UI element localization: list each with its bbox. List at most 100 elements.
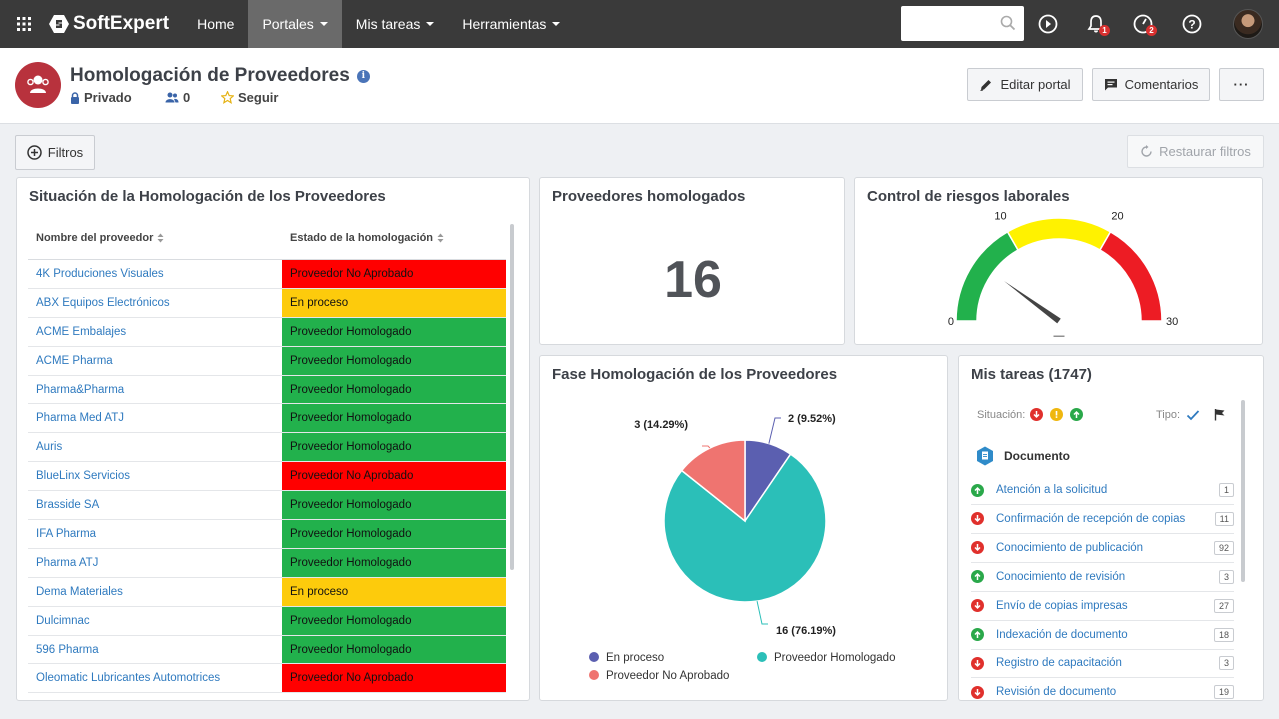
supplier-name-link[interactable]: ACME Pharma <box>36 354 113 367</box>
brand-name: SoftExpert <box>73 13 170 34</box>
nav-herramientas[interactable]: Herramientas <box>448 0 574 48</box>
follow-label: Seguir <box>238 90 279 105</box>
supplier-name-link[interactable]: Dema Materiales <box>36 585 123 598</box>
comments-button[interactable]: Comentarios <box>1092 68 1210 101</box>
supplier-name-link[interactable]: Pharma&Pharma <box>36 383 125 396</box>
task-row[interactable]: Envío de copias impresas 27 <box>971 592 1234 621</box>
task-label[interactable]: Envío de copias impresas <box>996 599 1128 612</box>
gauge-tick-label: 0 <box>948 316 954 328</box>
supplier-name-link[interactable]: BlueLinx Servicios <box>36 470 130 483</box>
task-row[interactable]: Revisión de documento 19 <box>971 678 1234 700</box>
table-row[interactable]: IFA Pharma Proveedor Homologado <box>28 520 506 549</box>
task-label[interactable]: Atención a la solicitud <box>996 484 1108 496</box>
table-row[interactable]: 4K Produciones Visuales Proveedor No Apro… <box>28 260 506 289</box>
edit-portal-button[interactable]: Editar portal <box>967 68 1083 101</box>
nav-home[interactable]: Home <box>183 0 248 48</box>
table-row[interactable]: ACME Embalajes Proveedor Homologado <box>28 317 506 347</box>
task-row[interactable]: Confirmación de recepción de copias 11 <box>971 505 1234 534</box>
table-row[interactable]: Pharma ATJ Proveedor Homologado <box>28 548 506 578</box>
table-row[interactable]: ACME Pharma Proveedor Homologado <box>28 346 506 376</box>
table-row[interactable]: Dema Materiales En proceso <box>28 577 506 607</box>
search-input[interactable] <box>907 6 1002 39</box>
clock-tasks-icon[interactable]: 2 <box>1131 12 1157 36</box>
legend-item[interactable]: Proveedor Homologado <box>774 652 895 664</box>
pie-slice-2[interactable] <box>680 439 746 523</box>
supplier-name-link[interactable]: 4K Produciones Visuales <box>36 267 164 280</box>
overdue-arrow-icon <box>971 512 984 526</box>
filters-label: Filtros <box>47 145 84 160</box>
search-icon[interactable] <box>1000 15 1016 31</box>
user-avatar[interactable] <box>1233 9 1263 39</box>
supplier-name-link[interactable]: Pharma ATJ <box>36 556 99 569</box>
task-row[interactable]: Conocimiento de revisión 3 <box>971 563 1234 592</box>
check-icon[interactable] <box>1186 409 1200 421</box>
on-time-filter-icon[interactable] <box>1070 408 1084 421</box>
supplier-name-link[interactable]: IFA Pharma <box>36 527 97 540</box>
privacy-status: Privado <box>70 90 132 105</box>
table-row[interactable]: BlueLinx Servicios Proveedor No Aprobado <box>28 462 506 492</box>
task-count-badge: 3 <box>1218 569 1234 584</box>
supplier-name-link[interactable]: Brasside SA <box>36 499 100 512</box>
nav-portales-label: Portales <box>262 16 314 32</box>
legend-marker <box>757 652 767 662</box>
suppliers-scrollbar[interactable] <box>510 224 514 570</box>
table-row[interactable]: Dulcimnac Proveedor Homologado <box>28 606 506 636</box>
tasks-scrollbar[interactable] <box>1241 400 1245 582</box>
on-time-arrow-icon <box>971 483 984 497</box>
warning-filter-icon[interactable] <box>1050 408 1064 421</box>
supplier-name-link[interactable]: Oleomatic Lubricantes Automotrices <box>36 672 221 685</box>
legend-marker <box>589 670 599 680</box>
task-label[interactable]: Revisión de documento <box>996 686 1117 699</box>
info-icon[interactable]: i <box>356 69 370 83</box>
table-row[interactable]: Brasside SA Proveedor Homologado <box>28 491 506 521</box>
more-options-button[interactable]: ··· <box>1219 68 1264 101</box>
table-row[interactable]: Pharma Med ATJ Proveedor Homologado <box>28 404 506 434</box>
col-header-status-label: Estado de la homologación <box>290 232 434 244</box>
nav-mis-tareas[interactable]: Mis tareas <box>342 0 449 48</box>
task-label[interactable]: Registro de capacitación <box>996 657 1122 670</box>
top-navbar: SoftExpert Home Portales Mis tareas Herr… <box>0 0 1279 48</box>
supplier-name-link[interactable]: Dulcimnac <box>36 614 90 627</box>
table-row[interactable]: Oleomatic Lubricantes Automotrices Provee… <box>28 664 506 694</box>
task-label[interactable]: Conocimiento de revisión <box>996 570 1126 583</box>
apps-grid-icon[interactable] <box>0 0 48 48</box>
situation-filter: Situación: <box>977 408 1084 421</box>
situation-label: Situación: <box>977 408 1026 421</box>
col-header-name[interactable]: Nombre del proveedor <box>36 232 164 244</box>
overdue-arrow-icon <box>971 541 984 555</box>
help-icon[interactable]: ? <box>1180 12 1204 36</box>
table-row[interactable]: ABX Equipos Electrónicos En proceso <box>28 288 506 318</box>
task-label[interactable]: Conocimiento de publicación <box>996 541 1144 554</box>
nav-portales[interactable]: Portales <box>248 0 342 48</box>
supplier-name-link[interactable]: ABX Equipos Electrónicos <box>36 296 170 309</box>
phase-pie-panel: Fase Homologación de los Proveedores 2 (… <box>539 355 948 701</box>
task-label[interactable]: Indexación de documento <box>996 628 1128 641</box>
table-row[interactable]: Pharma&Pharma Proveedor Homologado <box>28 375 506 405</box>
supplier-name-link[interactable]: Pharma Med ATJ <box>36 412 124 425</box>
legend-item[interactable]: Proveedor No Aprobado <box>606 670 729 682</box>
supplier-name-link[interactable]: ACME Embalajes <box>36 325 127 338</box>
task-label[interactable]: Confirmación de recepción de copias <box>996 512 1186 525</box>
lock-icon <box>71 91 79 104</box>
overdue-filter-icon[interactable] <box>1030 408 1044 421</box>
navigate-icon[interactable] <box>1036 12 1060 36</box>
legend-item[interactable]: En proceso <box>606 652 664 664</box>
task-row[interactable]: Registro de capacitación 3 <box>971 649 1234 679</box>
supplier-name-link[interactable]: Auris <box>36 441 63 454</box>
table-row[interactable]: 596 Pharma Proveedor Homologado <box>28 635 506 665</box>
supplier-name-link[interactable]: 596 Pharma <box>36 643 99 656</box>
flag-icon[interactable] <box>1214 408 1226 421</box>
task-row[interactable]: Atención a la solicitud 1 <box>971 476 1234 505</box>
members-count[interactable]: 0 <box>165 90 190 105</box>
task-row[interactable]: Conocimiento de publicación 92 <box>971 534 1234 563</box>
follow-button[interactable]: Seguir <box>221 90 278 105</box>
filters-button[interactable]: Filtros <box>15 135 95 170</box>
table-row[interactable]: Auris Proveedor Homologado <box>28 433 506 463</box>
restore-filters-button[interactable]: Restaurar filtros <box>1127 135 1264 168</box>
notifications-bell-icon[interactable]: 1 <box>1084 12 1110 36</box>
suppliers-panel-title: Situación de la Homologación de los Prov… <box>29 188 386 205</box>
col-header-status[interactable]: Estado de la homologación <box>290 232 444 244</box>
brand-logo[interactable]: SoftExpert <box>48 13 169 35</box>
task-row[interactable]: Indexación de documento 18 <box>971 621 1234 650</box>
pie-data-label: 2 (9.52%) <box>788 413 836 425</box>
